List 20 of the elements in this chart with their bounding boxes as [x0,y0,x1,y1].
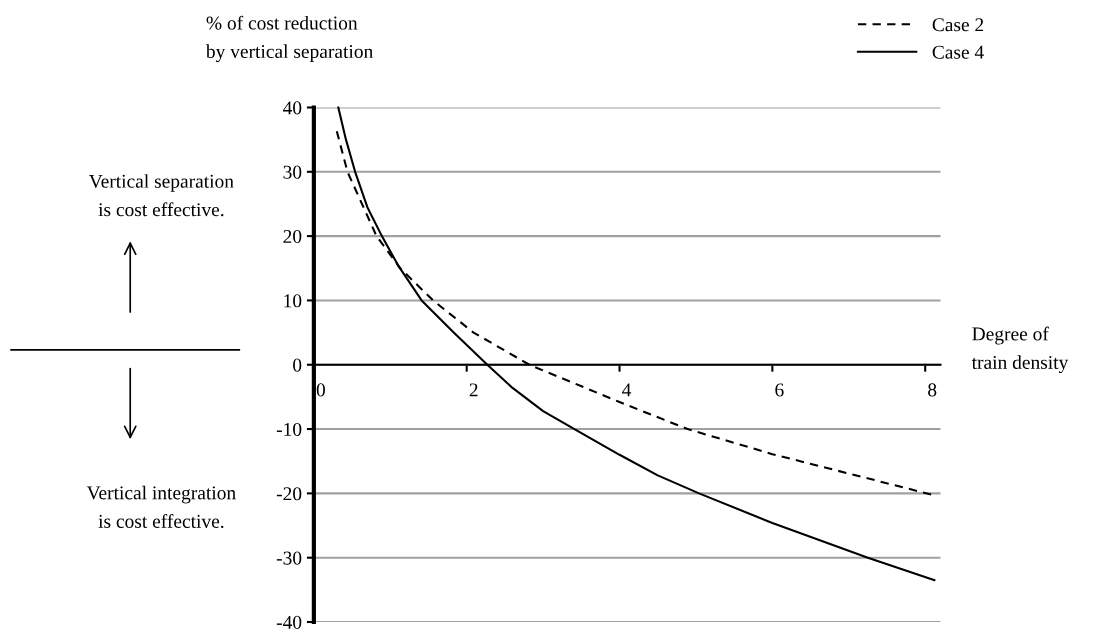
text: Vertical separation is cost effective. [88,174,234,217]
y-tick-label: -20 [276,487,302,501]
x-axis-title: Degree of train density [971,326,1069,373]
x-tick-label: 2 [469,383,478,397]
legend-label: Case 2 [932,18,984,32]
y-tick-label: 40 [283,101,302,115]
x-tick-label: 4 [622,383,632,397]
y-tick-label: 0 [293,358,302,372]
x-tick-label: 8 [928,383,937,397]
y-tick-label: -30 [276,551,302,565]
y-axis-title: % of cost reduction by vertical separation [205,15,373,63]
y-tick-label: -10 [276,422,302,436]
text: Vertical integration is cost effective. [86,485,236,528]
y-tick-label: 20 [283,229,302,244]
legend-label: Case 4 [932,45,984,59]
y-tick-label: 10 [284,294,302,308]
y-tick-label: -40 [276,615,302,629]
x-tick-label: 6 [775,383,784,397]
y-tick-label: 30 [283,165,302,179]
x-tick-label: 0 [316,383,325,397]
